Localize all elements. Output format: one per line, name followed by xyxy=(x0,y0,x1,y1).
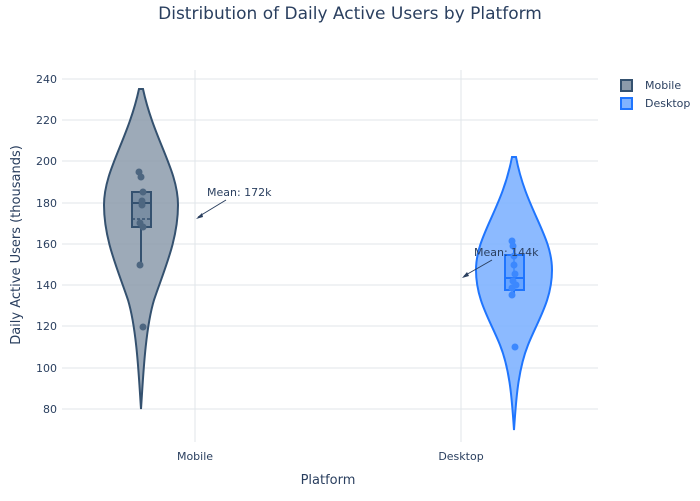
x-tick-mobile: Mobile xyxy=(177,450,213,463)
y-tick: 160 xyxy=(36,238,57,251)
y-tick: 240 xyxy=(36,73,57,86)
chart-title: Distribution of Daily Active Users by Pl… xyxy=(158,4,542,24)
y-tick: 200 xyxy=(36,155,57,168)
legend-label: Desktop xyxy=(645,96,691,110)
svg-text:Mean: 172k: Mean: 172k xyxy=(207,186,272,199)
svg-text:Mean: 144k: Mean: 144k xyxy=(474,246,539,259)
y-axis-title: Daily Active Users (thousands) xyxy=(9,145,24,345)
y-tick: 120 xyxy=(36,320,57,333)
y-tick: 80 xyxy=(43,403,57,416)
x-axis-title: Platform xyxy=(301,473,356,488)
desktop-mean-annotation: Mean: 144k xyxy=(462,246,539,278)
y-tick: 140 xyxy=(36,279,57,292)
mobile-violin xyxy=(102,88,180,410)
legend: Mobile Desktop xyxy=(620,76,690,112)
y-tick-labels: 240 220 200 180 160 140 120 100 80 xyxy=(36,73,57,416)
legend-label: Mobile xyxy=(645,78,682,92)
legend-item-mobile[interactable]: Mobile xyxy=(620,76,690,94)
legend-item-desktop[interactable]: Desktop xyxy=(620,94,690,112)
desktop-violin xyxy=(474,156,554,431)
x-gridlines xyxy=(194,70,462,442)
mobile-swatch-icon xyxy=(620,78,633,92)
y-tick: 100 xyxy=(36,362,57,375)
x-tick-desktop: Desktop xyxy=(438,450,483,463)
mobile-mean-annotation: Mean: 172k xyxy=(196,186,272,219)
desktop-swatch-icon xyxy=(620,96,633,110)
y-tick: 180 xyxy=(36,197,57,210)
y-tick: 220 xyxy=(36,114,57,127)
